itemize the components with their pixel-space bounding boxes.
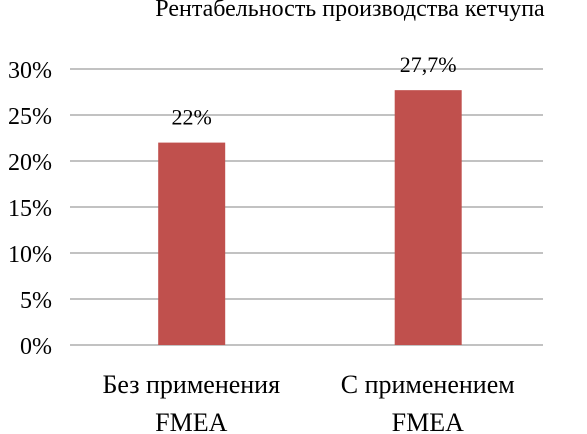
y-tick-label: 20% xyxy=(8,150,52,176)
y-tick-label: 5% xyxy=(20,288,52,314)
x-axis-labels: Без применения FMEA С применением FMEA xyxy=(102,370,514,434)
bars xyxy=(158,90,462,345)
y-tick-label: 30% xyxy=(8,58,52,84)
data-label: 22% xyxy=(172,105,212,130)
data-labels: 22% 27,7% xyxy=(172,52,457,129)
grid-lines xyxy=(70,68,543,346)
y-tick-label: 15% xyxy=(8,196,52,222)
bar xyxy=(158,142,226,345)
y-tick-label: 0% xyxy=(20,334,52,360)
y-axis-ticks: 0% 5% 10% 15% 20% 25% 30% xyxy=(8,58,52,360)
y-tick-label: 25% xyxy=(8,104,52,130)
y-tick-label: 10% xyxy=(8,242,52,268)
x-tick-label: FMEA xyxy=(392,408,464,434)
chart-title: Рентабельность производства кетчупа xyxy=(155,0,545,22)
x-tick-label: Без применения xyxy=(102,370,280,399)
bar xyxy=(394,90,462,345)
data-label: 27,7% xyxy=(400,52,457,77)
x-tick-label: FMEA xyxy=(155,408,227,434)
x-tick-label: С применением xyxy=(341,370,515,399)
